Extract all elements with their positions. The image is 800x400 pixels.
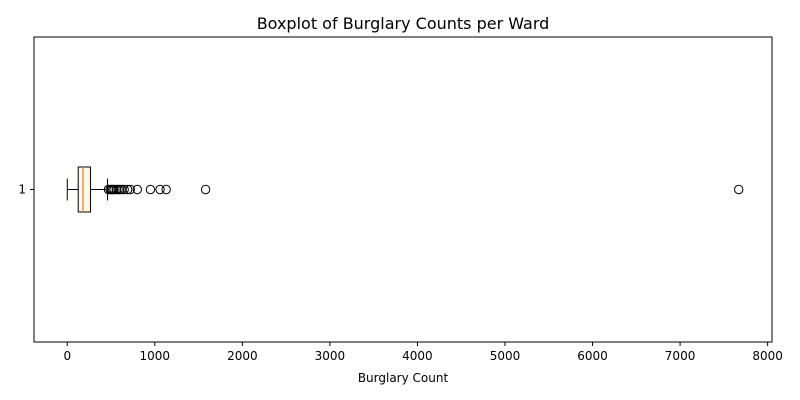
x-axis-label: Burglary Count [358, 371, 449, 385]
outlier-point-10 [122, 184, 133, 195]
outlier-point-17 [734, 184, 744, 195]
x-tick-label-8000: 8000 [752, 349, 783, 363]
outlier-point-9 [119, 184, 129, 195]
x-tick-label-4000: 4000 [402, 349, 433, 363]
outlier-point-12 [132, 184, 143, 195]
chart-title: Boxplot of Burglary Counts per Ward [257, 14, 550, 33]
outlier-point-16 [200, 184, 211, 195]
x-tick-label-6000: 6000 [577, 349, 608, 363]
outlier-point-4 [109, 184, 119, 195]
plot-area [66, 166, 744, 213]
x-tick-label-3000: 3000 [315, 349, 346, 363]
x-tick-label-1000: 1000 [140, 349, 171, 363]
y-axis: 1 [18, 183, 34, 197]
plot-frame [33, 36, 773, 343]
x-tick-label-7000: 7000 [665, 349, 696, 363]
x-tick-label-5000: 5000 [490, 349, 521, 363]
x-tick-label-2000: 2000 [227, 349, 258, 363]
outlier-point-11 [125, 184, 135, 195]
x-tick-label-0: 0 [63, 349, 71, 363]
x-axis: 0 1000 2000 3000 4000 5000 6000 7000 8000 [63, 342, 783, 363]
outlier-point-15 [161, 184, 171, 195]
outlier-point-14 [155, 184, 165, 195]
outlier-point-13 [145, 184, 156, 195]
box-iqr [77, 166, 91, 213]
y-tick-label-1: 1 [18, 183, 26, 197]
